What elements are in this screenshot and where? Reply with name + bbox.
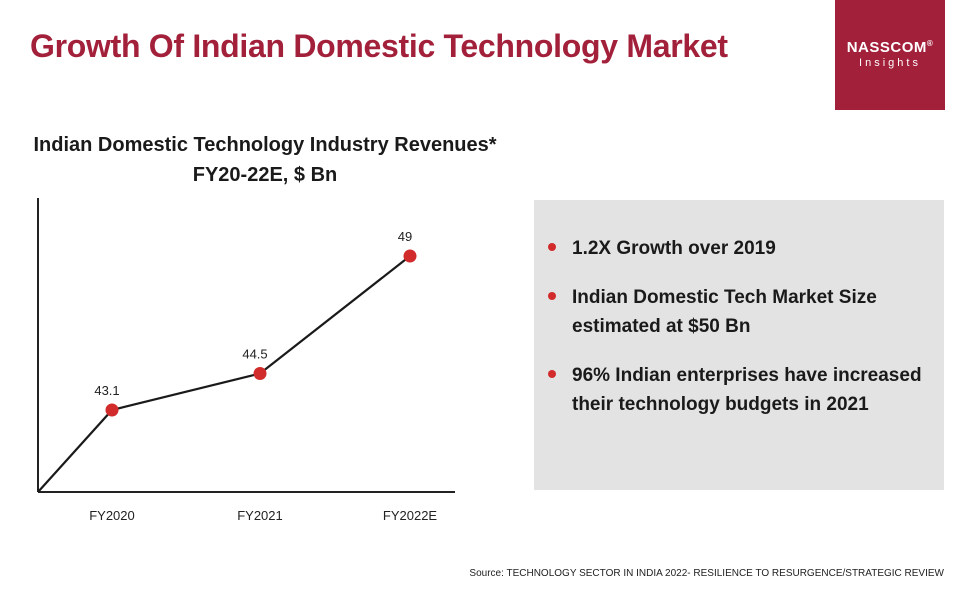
revenue-line-chart: 43.1 FY2020 44.5 FY2021 49 FY2022E: [37, 198, 455, 523]
highlight-item: 1.2X Growth over 2019: [548, 234, 924, 263]
data-label: 49: [398, 229, 412, 244]
highlight-item: Indian Domestic Tech Market Size estimat…: [548, 283, 924, 341]
highlight-text: 96% Indian enterprises have increased th…: [572, 365, 922, 415]
highlight-text: Indian Domestic Tech Market Size estimat…: [572, 287, 877, 337]
bullet-dot-icon: [548, 370, 556, 378]
chart-title-line1: Indian Domestic Technology Industry Reve…: [33, 134, 497, 156]
data-point: [105, 403, 119, 417]
series-line: [37, 255, 411, 493]
highlights-panel: 1.2X Growth over 2019 Indian Domestic Te…: [534, 200, 944, 490]
x-tick-label: FY2021: [237, 508, 283, 523]
page-title: Growth Of Indian Domestic Technology Mar…: [30, 28, 728, 64]
chart-title-line2: FY20-22E, $ Bn: [192, 164, 338, 186]
x-tick-label: FY2022E: [383, 508, 438, 523]
bullet-dot-icon: [548, 243, 556, 251]
highlight-item: 96% Indian enterprises have increased th…: [548, 361, 924, 419]
data-label: 43.1: [94, 383, 119, 398]
data-label: 44.5: [242, 347, 267, 362]
logo-registered-mark: ®: [926, 39, 934, 48]
bullet-dot-icon: [548, 292, 556, 300]
logo-sub: Insights: [859, 57, 921, 69]
x-tick-label: FY2020: [89, 508, 135, 523]
data-point: [253, 367, 267, 380]
source-note: Source: TECHNOLOGY SECTOR IN INDIA 2022-…: [469, 568, 944, 579]
highlight-text: 1.2X Growth over 2019: [572, 238, 776, 259]
logo-name: NASSCOM: [846, 39, 927, 56]
data-point: [403, 249, 417, 263]
chart-title: Indian Domestic Technology Industry Reve…: [30, 130, 500, 190]
nasscom-logo: NASSCOM® Insights: [835, 0, 945, 110]
